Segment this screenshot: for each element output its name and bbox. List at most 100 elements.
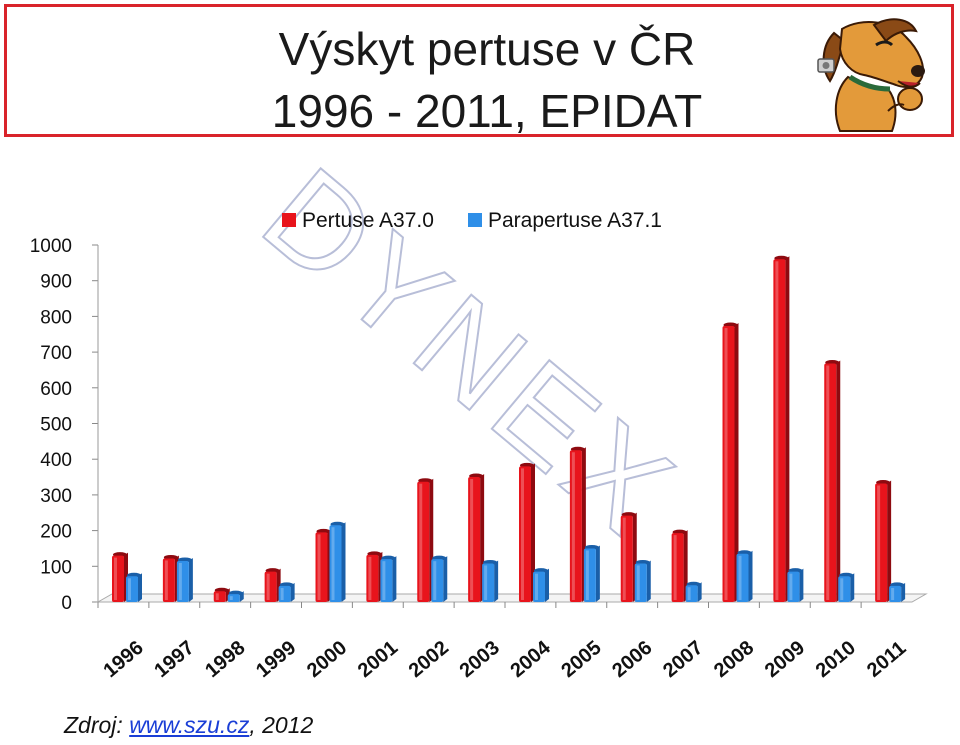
bar-highlight [687,587,691,600]
bar-highlight [433,561,437,600]
x-tick-label: 2002 [405,637,453,682]
bar [264,571,277,602]
x-tick-label: 2011 [863,637,910,682]
bar-highlight [840,578,844,600]
x-tick-label: 2003 [456,637,504,682]
bar [417,481,430,602]
bar-highlight [266,573,270,600]
bar-highlight [470,479,474,600]
bar [329,525,342,602]
bar-side [138,573,142,602]
bar-side [545,568,549,602]
bar-highlight [585,550,589,600]
bar-highlight [738,555,742,600]
bar [533,571,545,602]
y-tick-label: 900 [40,272,72,293]
y-tick-label: 100 [40,557,72,578]
y-tick-label: 800 [40,307,72,328]
bar-highlight [331,527,335,600]
legend-swatch [282,213,296,227]
y-tick-label: 0 [61,593,72,614]
bar-highlight [826,365,830,600]
bar [620,515,633,602]
bar-highlight [164,560,168,600]
x-tick-label: 2000 [303,637,351,682]
bar-highlight [789,573,793,600]
bar [736,553,749,602]
source-prefix: Zdroj: [64,712,130,738]
bar-side [683,530,688,602]
bar [773,259,786,602]
y-tick-label: 400 [40,450,72,471]
bar-side [531,463,535,602]
page-title: Výskyt pertuse v ČR [278,23,696,75]
y-tick-label: 500 [40,415,72,436]
source-link[interactable]: www.szu.cz [129,712,250,738]
page-subtitle: 1996 - 2011, EPIDAT [271,85,703,137]
bar-highlight [775,261,779,600]
y-tick-label: 300 [40,486,72,507]
bar-highlight [114,557,117,600]
x-tick-label: 1996 [99,637,147,682]
bar-highlight [571,452,575,600]
bar [112,555,124,602]
bar [671,533,684,602]
x-tick-label: 2009 [761,637,809,682]
y-tick-label: 1000 [30,236,72,257]
bar [278,585,291,602]
bar-side [697,582,702,602]
bar-side [443,556,448,602]
bar-side [595,545,600,602]
bar-highlight [229,596,233,600]
bar [787,571,800,602]
bar-highlight [419,483,423,600]
bar [162,558,175,602]
x-tick-label: 2001 [354,637,402,682]
source-suffix: , 2012 [249,712,314,738]
source-note: Zdroj: www.szu.cz, 2012 [64,712,313,739]
x-tick-label: 1999 [252,637,300,682]
bar-side [901,582,906,602]
x-tick-label: 2010 [812,637,860,682]
bar-side [850,573,855,602]
bar [634,563,647,602]
legend-swatch [468,213,482,227]
bar-side [887,480,892,602]
bar [213,591,226,602]
x-tick-label: 2005 [557,637,605,682]
bar-side [494,560,499,602]
bar [685,585,698,602]
x-tick-label: 2006 [608,637,656,682]
x-tick-label: 2004 [506,636,555,682]
bar [583,548,596,602]
bar [889,585,902,602]
bar-highlight [368,556,372,600]
bar [315,532,328,602]
bar [838,576,851,602]
x-tick-label: 2007 [659,637,707,682]
bar-side [799,568,804,602]
bar-side [341,522,346,602]
bar-highlight [891,587,895,600]
legend-label: Parapertuse A37.1 [488,209,662,232]
bar-highlight [128,578,131,600]
bar [468,477,481,602]
bar [875,483,888,602]
bar-side [734,323,739,602]
bar [176,560,189,602]
bar-highlight [724,328,728,600]
y-tick-label: 200 [40,522,72,543]
bar-highlight [521,468,524,600]
bar-highlight [622,517,626,600]
bar [366,554,379,602]
title-box: Výskyt pertuse v ČR 1996 - 2011, EPIDAT [4,4,954,137]
y-tick-label: 600 [40,379,72,400]
bar-side [836,360,841,602]
bar [519,466,531,602]
x-tick-label: 1998 [201,637,249,682]
x-tick-label: 1997 [150,637,198,682]
bar-highlight [280,587,284,600]
bar [380,559,393,602]
coughing-dog-icon [817,18,925,132]
bar [227,594,240,602]
